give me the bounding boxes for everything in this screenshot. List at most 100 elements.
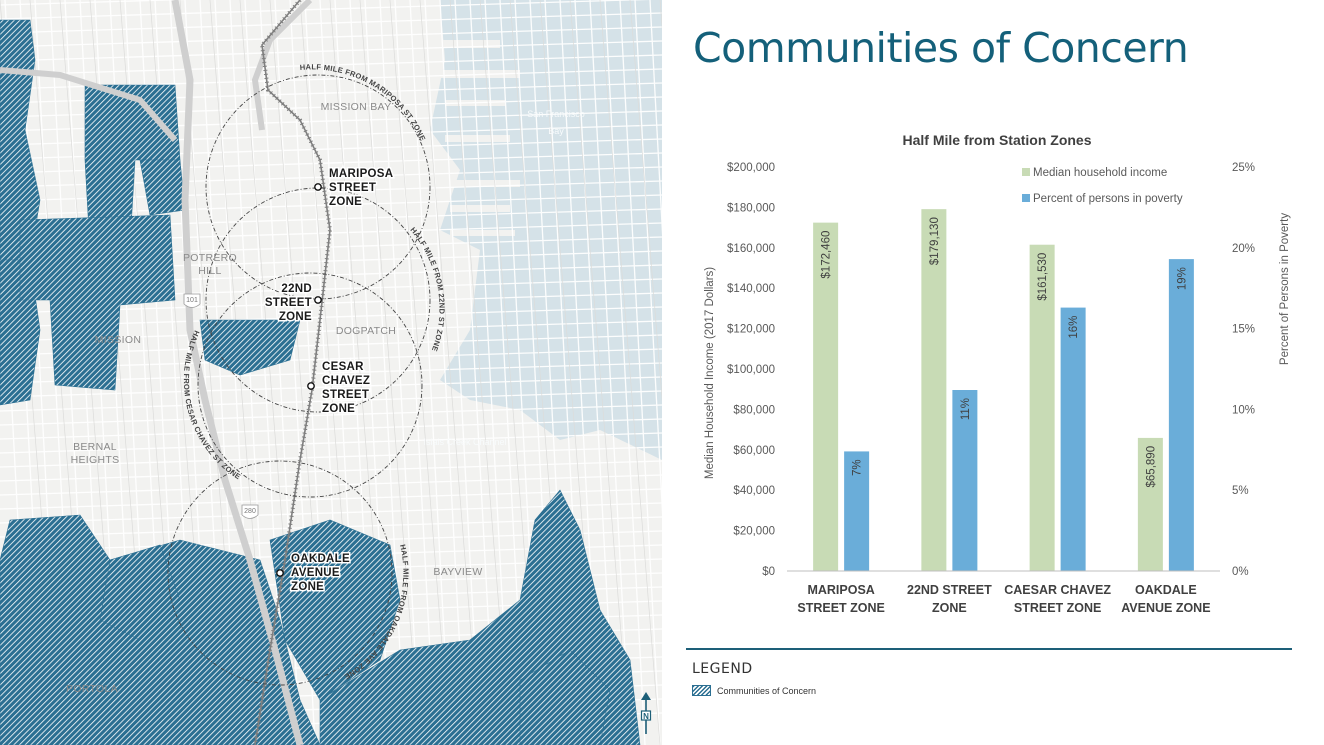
hatch-swatch-icon bbox=[692, 685, 711, 696]
neighborhood-label: BERNAL bbox=[73, 441, 117, 453]
y2-tick-label: 25% bbox=[1232, 162, 1255, 174]
page-title: Communities of Concern bbox=[693, 24, 1189, 72]
legend-label-0: Median household income bbox=[1033, 167, 1167, 179]
pier bbox=[440, 40, 500, 48]
water-label: Islais Creek Channel bbox=[423, 437, 506, 447]
neighborhood-label: PORTOLA bbox=[66, 683, 118, 695]
station-marker-icon bbox=[307, 382, 315, 390]
community-of-concern-area bbox=[519, 649, 611, 745]
neighborhood-label: POTRERO bbox=[183, 252, 237, 264]
zone-label: MARIPOSA bbox=[329, 168, 393, 180]
half-mile-ring bbox=[205, 187, 431, 413]
income-bar bbox=[1029, 244, 1055, 571]
zone-label: ZONE bbox=[329, 196, 362, 208]
neighborhood-label: HEIGHTS bbox=[71, 454, 120, 466]
category-label: 22ND STREET bbox=[907, 583, 992, 597]
half-mile-ring bbox=[197, 272, 423, 498]
category-label: STREET ZONE bbox=[1014, 601, 1102, 615]
legend-swatch-1 bbox=[1022, 194, 1030, 202]
north-arrow-label: N bbox=[643, 712, 649, 721]
poverty-bar bbox=[1060, 307, 1086, 571]
highway-shield-label: 101 bbox=[186, 297, 198, 304]
y-tick-label: $140,000 bbox=[727, 283, 775, 295]
y-tick-label: $120,000 bbox=[727, 324, 775, 336]
poverty-bar bbox=[952, 390, 978, 571]
neighborhood-label: DOGPATCH bbox=[336, 325, 396, 337]
zone-label: OAKDALE bbox=[291, 553, 350, 565]
water-label: San Francisco bbox=[527, 109, 585, 119]
zone-label: CESAR bbox=[322, 361, 364, 373]
y2-axis-label: Percent of Persons in Poverty bbox=[1279, 213, 1291, 365]
zone-label: 22ND bbox=[281, 283, 312, 295]
highway-shield-label: 280 bbox=[244, 508, 256, 515]
zone-label: ZONE bbox=[279, 311, 312, 323]
poverty-bar-label: 7% bbox=[852, 459, 864, 476]
zone-label: STREET bbox=[322, 389, 369, 401]
y2-tick-label: 10% bbox=[1232, 404, 1255, 416]
category-label: AVENUE ZONE bbox=[1121, 601, 1210, 615]
income-poverty-chart: Half Mile from Station Zones $0 $20,000 $40… bbox=[704, 132, 1291, 615]
freeway-101 bbox=[171, 0, 304, 745]
station-marker-icon bbox=[276, 569, 284, 577]
income-bar bbox=[1137, 437, 1163, 571]
community-of-concern-area bbox=[99, 544, 181, 641]
y-tick-label: $80,000 bbox=[733, 404, 775, 416]
y-axis-label: Median Household Income (2017 Dollars) bbox=[704, 267, 716, 479]
poverty-bar bbox=[844, 451, 870, 571]
income-bar-label: $161,530 bbox=[1037, 253, 1049, 301]
rail-ties bbox=[253, 0, 333, 745]
freeway-80 bbox=[0, 67, 178, 142]
pier bbox=[450, 180, 520, 187]
half-mile-ring bbox=[205, 74, 431, 300]
zone-label: ZONE bbox=[291, 581, 324, 593]
zone-label: AVENUE bbox=[291, 567, 340, 579]
category-label: CAESAR CHAVEZ bbox=[1004, 583, 1111, 597]
category-label: STREET ZONE bbox=[797, 601, 885, 615]
y2-tick-label: 0% bbox=[1232, 566, 1249, 578]
y-tick-label: $160,000 bbox=[727, 243, 775, 255]
y-tick-label: $180,000 bbox=[727, 202, 775, 214]
community-of-concern-area bbox=[84, 84, 181, 251]
neighborhood-label: BAYVIEW bbox=[433, 566, 482, 578]
category-label: ZONE bbox=[932, 601, 967, 615]
poverty-bar bbox=[1168, 259, 1194, 571]
water-label: Bay bbox=[548, 126, 564, 136]
legend-title: LEGEND bbox=[692, 661, 753, 677]
y-tick-label: $0 bbox=[762, 566, 775, 578]
highway-shield-icon bbox=[183, 293, 201, 308]
freeway-280 bbox=[251, 0, 313, 131]
highway-shield-icon bbox=[241, 504, 259, 519]
legend-item-communities-of-concern: Communities of Concern bbox=[692, 685, 816, 696]
divider bbox=[686, 648, 1292, 650]
community-of-concern-area bbox=[19, 214, 176, 391]
poverty-bar-label: 16% bbox=[1068, 316, 1080, 339]
income-bar-label: $172,460 bbox=[821, 231, 833, 279]
legend-swatch-0 bbox=[1022, 168, 1030, 176]
poverty-bar-label: 19% bbox=[1176, 267, 1188, 290]
neighborhood-label: HILL bbox=[198, 265, 221, 277]
y2-tick-label: 5% bbox=[1232, 485, 1249, 497]
neighborhood-label: MISSION BAY bbox=[321, 101, 392, 113]
zone-label: CHAVEZ bbox=[322, 375, 370, 387]
zone-label: STREET bbox=[265, 297, 312, 309]
legend-label-1: Percent of persons in poverty bbox=[1033, 193, 1183, 205]
y-tick-label: $40,000 bbox=[733, 485, 775, 497]
chart-title: Half Mile from Station Zones bbox=[902, 132, 1091, 148]
income-bar bbox=[813, 222, 839, 571]
neighborhood-label: MISSION bbox=[95, 334, 141, 346]
zone-label: ZONE bbox=[322, 403, 355, 415]
half-mile-ring bbox=[167, 460, 393, 686]
y-tick-label: $200,000 bbox=[727, 162, 775, 174]
north-arrow-icon: N bbox=[640, 692, 652, 734]
zone-label: STREET bbox=[329, 182, 376, 194]
y2-tick-label: 15% bbox=[1232, 324, 1255, 336]
income-bar-label: $65,890 bbox=[1145, 446, 1157, 488]
pier bbox=[450, 205, 510, 212]
income-bar bbox=[921, 209, 947, 571]
y-tick-label: $20,000 bbox=[733, 526, 775, 538]
category-label: OAKDALE bbox=[1135, 583, 1197, 597]
station-marker-icon bbox=[314, 296, 322, 304]
poverty-bar-label: 11% bbox=[960, 398, 972, 420]
